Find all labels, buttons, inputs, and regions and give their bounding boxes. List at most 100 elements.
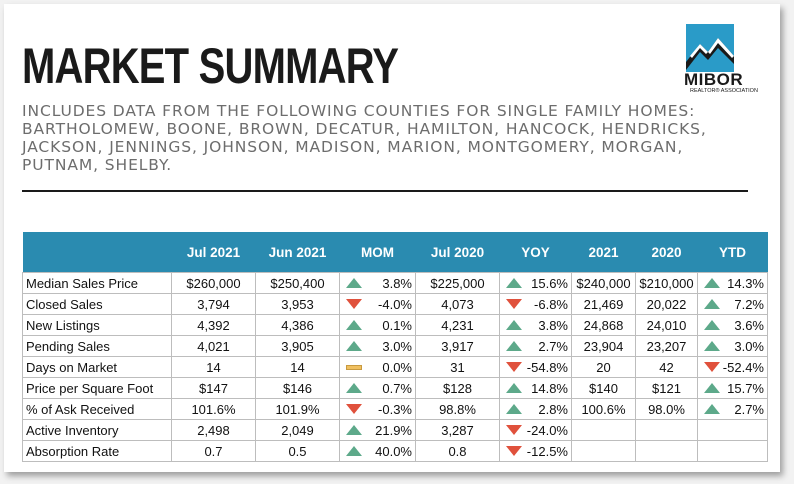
cell-value: -6.8%: [534, 296, 568, 312]
down-arrow-icon: [506, 446, 522, 456]
down-arrow-icon: [506, 362, 522, 372]
header-jul2021: Jul 2021: [171, 232, 256, 273]
cell-label: Absorption Rate: [22, 440, 172, 462]
cell-value: 101.6%: [191, 401, 236, 417]
up-arrow-icon: [704, 404, 720, 414]
cell-jun2021: 0.5: [255, 440, 340, 462]
cell-value: 20,022: [646, 296, 687, 312]
cell-value: $250,400: [270, 275, 325, 291]
cell-label: Median Sales Price: [22, 272, 172, 294]
cell-y2021: 24,868: [571, 314, 636, 336]
up-arrow-icon: [346, 425, 362, 435]
cell-value: -54.8%: [526, 359, 568, 375]
cell-label: Closed Sales: [22, 293, 172, 315]
cell-value: $210,000: [639, 275, 694, 291]
cell-mom: -4.0%: [339, 293, 416, 315]
cell-jun2021: $146: [255, 377, 340, 399]
cell-jun2021: 3,953: [255, 293, 340, 315]
cell-value: 0.1%: [382, 317, 412, 333]
cell-ytd: [697, 440, 768, 462]
cell-value: 3.8%: [382, 275, 412, 291]
cell-jul2021: 4,021: [171, 335, 256, 357]
cell-y2021: [571, 440, 636, 462]
cell-value: 3,287: [441, 422, 474, 438]
logo-name: MIBOR: [684, 70, 744, 89]
cell-value: 3,953: [281, 296, 314, 312]
cell-value: 21,469: [583, 296, 624, 312]
cell-yoy: -24.0%: [499, 419, 572, 441]
mountain-logo-icon: [686, 24, 734, 72]
cell-jul2020: 3,287: [415, 419, 500, 441]
up-arrow-icon: [506, 341, 522, 351]
cell-value: 4,073: [441, 296, 474, 312]
header-2020: 2020: [635, 232, 698, 273]
cell-y2020: [635, 440, 698, 462]
cell-value: 15.7%: [727, 380, 764, 396]
down-arrow-icon: [346, 404, 362, 414]
cell-y2021: [571, 419, 636, 441]
up-arrow-icon: [704, 299, 720, 309]
cell-value: 0.7%: [382, 380, 412, 396]
cell-value: 40.0%: [375, 443, 412, 459]
table-row: Price per Square Foot $147 $146 0.7% $128 14.…: [22, 377, 768, 399]
cell-value: 3.8%: [538, 317, 568, 333]
cell-value: $128: [443, 380, 472, 396]
cell-value: New Listings: [26, 317, 100, 333]
cell-ytd: -52.4%: [697, 356, 768, 378]
page-title: MARKET SUMMARY: [22, 38, 399, 94]
cell-jul2020: 98.8%: [415, 398, 500, 420]
table-row: Closed Sales 3,794 3,953 -4.0% 4,073 -6.8% 21,…: [22, 293, 768, 315]
cell-ytd: 3.6%: [697, 314, 768, 336]
cell-jul2020: 31: [415, 356, 500, 378]
logo-tagline: REALTOR® ASSOCIATION: [690, 88, 758, 94]
cell-ytd: 14.3%: [697, 272, 768, 294]
down-arrow-icon: [506, 425, 522, 435]
cell-value: 0.7: [204, 443, 223, 459]
table-row: Active Inventory 2,498 2,049 21.9% 3,287 -24.…: [22, 419, 768, 441]
cell-value: -0.3%: [378, 401, 412, 417]
table-row: Absorption Rate 0.7 0.5 40.0% 0.8 -12.5%: [22, 440, 768, 462]
cell-value: 98.8%: [439, 401, 476, 417]
cell-value: Price per Square Foot: [26, 380, 154, 396]
up-arrow-icon: [506, 383, 522, 393]
table-row: New Listings 4,392 4,386 0.1% 4,231 3.8% 24,86…: [22, 314, 768, 336]
cell-label: New Listings: [22, 314, 172, 336]
counties-subtitle: INCLUDES DATA FROM THE FOLLOWING COUNTIE…: [22, 102, 707, 174]
header-jul2020: Jul 2020: [415, 232, 500, 273]
cell-yoy: -54.8%: [499, 356, 572, 378]
cell-y2020: 42: [635, 356, 698, 378]
cell-value: 24,010: [646, 317, 687, 333]
cell-jun2021: 101.9%: [255, 398, 340, 420]
header-ytd: YTD: [697, 232, 768, 273]
cell-y2020: 24,010: [635, 314, 698, 336]
up-arrow-icon: [704, 320, 720, 330]
cell-ytd: 2.7%: [697, 398, 768, 420]
up-arrow-icon: [346, 320, 362, 330]
cell-value: 100.6%: [581, 401, 626, 417]
cell-value: Closed Sales: [26, 296, 103, 312]
cell-value: 14.8%: [531, 380, 568, 396]
cell-jun2021: $250,400: [255, 272, 340, 294]
cell-label: Price per Square Foot: [22, 377, 172, 399]
cell-value: Days on Market: [26, 359, 118, 375]
cell-value: 21.9%: [375, 422, 412, 438]
cell-y2020: $210,000: [635, 272, 698, 294]
cell-value: 4,231: [441, 317, 474, 333]
cell-y2021: 100.6%: [571, 398, 636, 420]
cell-yoy: -12.5%: [499, 440, 572, 462]
cell-value: 4,021: [197, 338, 230, 354]
cell-jul2021: 101.6%: [171, 398, 256, 420]
cell-jul2021: $260,000: [171, 272, 256, 294]
cell-y2021: 23,904: [571, 335, 636, 357]
cell-value: 101.9%: [275, 401, 320, 417]
cell-label: % of Ask Received: [22, 398, 172, 420]
cell-jul2021: 4,392: [171, 314, 256, 336]
cell-jun2021: 2,049: [255, 419, 340, 441]
cell-value: 14.3%: [727, 275, 764, 291]
cell-mom: 0.1%: [339, 314, 416, 336]
cell-value: -24.0%: [526, 422, 568, 438]
cell-y2020: [635, 419, 698, 441]
cell-y2021: 20: [571, 356, 636, 378]
cell-y2021: $140: [571, 377, 636, 399]
up-arrow-icon: [506, 404, 522, 414]
